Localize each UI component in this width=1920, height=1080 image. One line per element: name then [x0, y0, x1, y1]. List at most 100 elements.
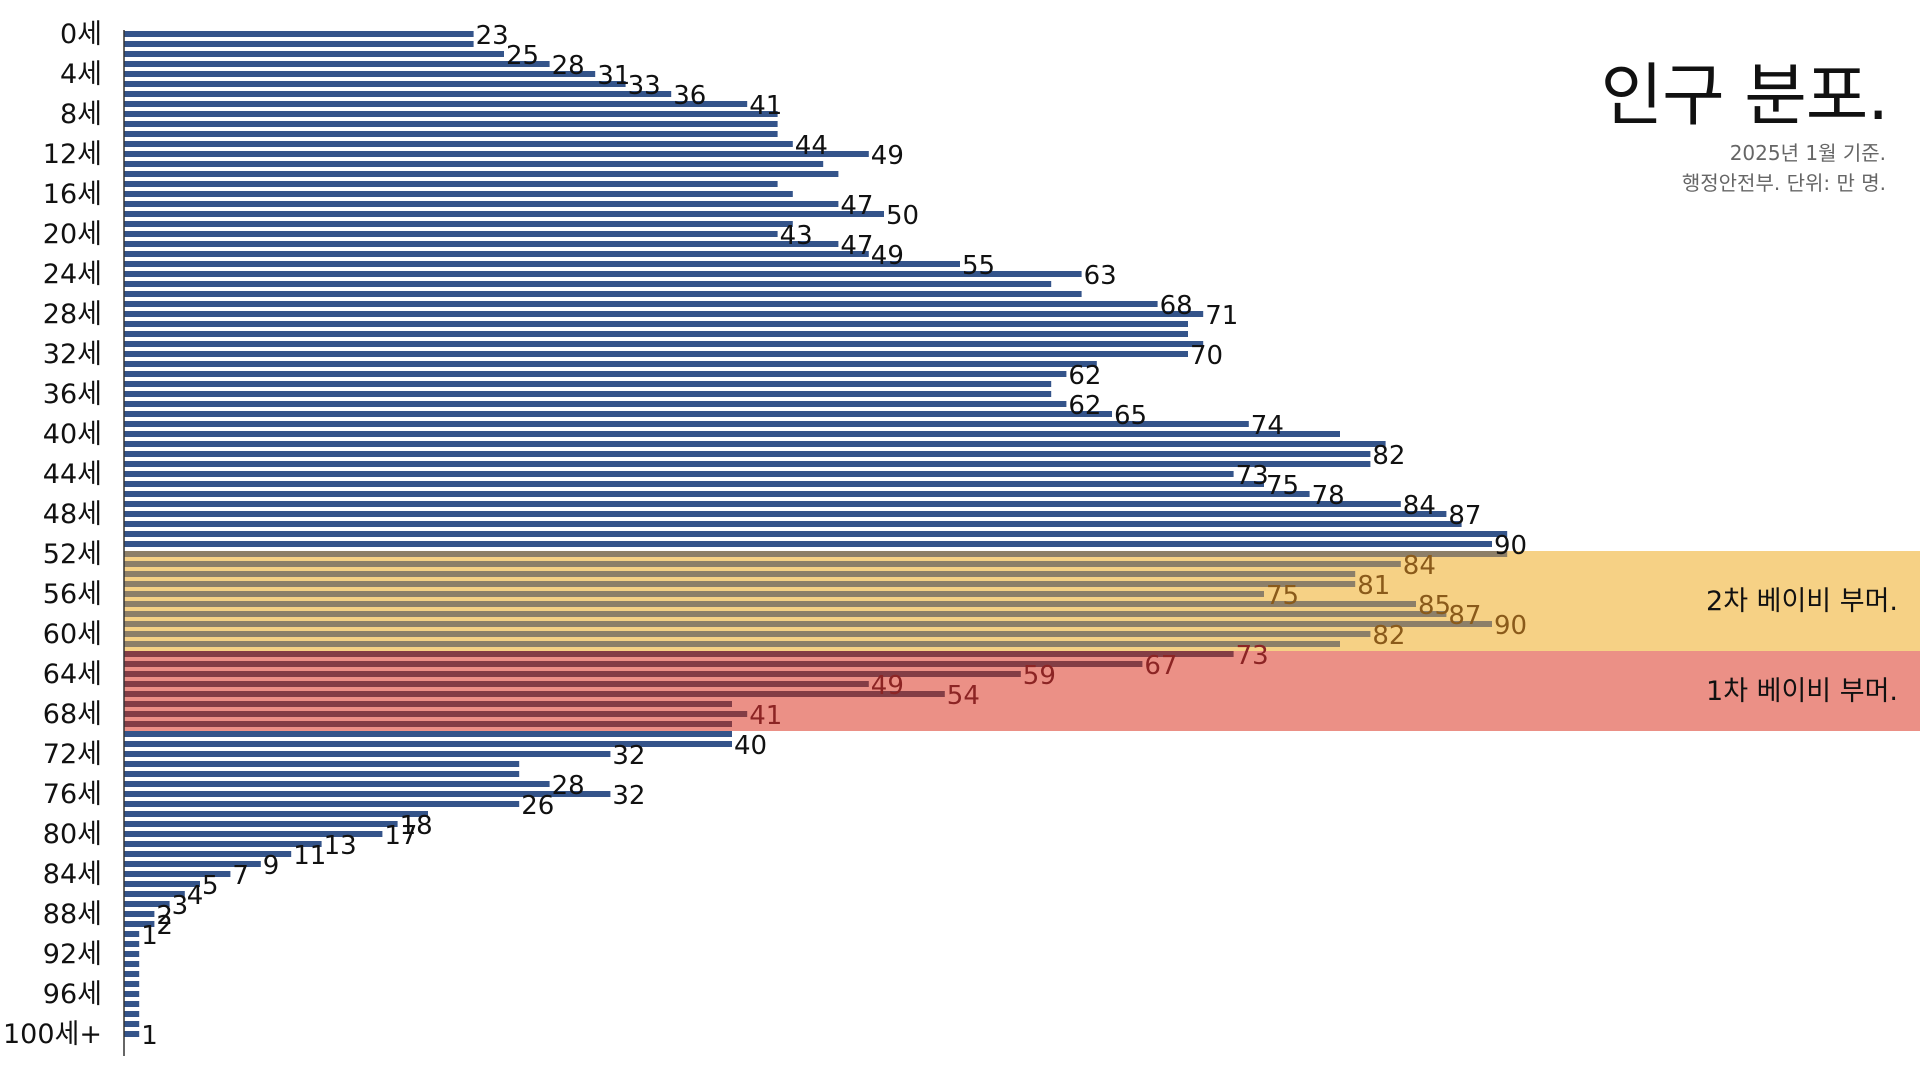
bar-98세	[124, 1011, 140, 1017]
data-label: 87	[1448, 601, 1481, 631]
bar-25세	[124, 281, 1052, 287]
bar-29세	[124, 321, 1188, 327]
tick-label: 16세	[43, 179, 102, 210]
bar-53세	[124, 561, 1401, 567]
data-label: 33	[628, 71, 661, 101]
chart-title: 인구 분포.	[1600, 57, 1889, 136]
bar-70세	[124, 731, 732, 737]
bar-88세	[124, 911, 155, 917]
bar-58세	[124, 611, 1447, 617]
data-label: 47	[840, 191, 873, 221]
bar-64세	[124, 671, 1021, 677]
data-label: 78	[1312, 481, 1345, 511]
data-label: 74	[1251, 411, 1284, 441]
data-label: 40	[734, 731, 767, 761]
tick-label: 4세	[60, 59, 102, 90]
data-label: 62	[1068, 361, 1101, 391]
data-label: 50	[886, 201, 919, 231]
data-label: 41	[749, 91, 782, 121]
bar-62세	[124, 651, 1234, 657]
data-label: 44	[795, 131, 828, 161]
bar-9세	[124, 121, 778, 127]
tick-label: 28세	[43, 299, 102, 330]
bar-81세	[124, 841, 322, 847]
bar-30세	[124, 331, 1188, 337]
bar-55세	[124, 581, 1356, 587]
tick-label: 92세	[43, 939, 102, 970]
chart-subtitle: 2025년 1월 기준. 행정안전부. 단위: 만 명.	[1682, 138, 1886, 198]
bar-93세	[124, 961, 140, 967]
bar-42세	[124, 451, 1371, 457]
bar-91세	[124, 941, 140, 947]
bar-61세	[124, 641, 1340, 647]
bar-99세	[124, 1021, 140, 1027]
bar-19세	[124, 221, 793, 227]
bar-14세	[124, 171, 839, 177]
bar-6세	[124, 91, 672, 97]
y-tick-labels: 0세 4세 8세 12세 16세 20세 24세 28세 32세 36세 40세 44세 48세 52세 5…	[3, 19, 102, 1050]
bar-67세	[124, 701, 732, 707]
bar-59세	[124, 621, 1492, 627]
bar-10세	[124, 131, 778, 137]
bar-38세	[124, 411, 1112, 417]
bar-90세	[124, 931, 140, 937]
bar-49세	[124, 521, 1462, 527]
bar-65세	[124, 681, 869, 687]
data-label: 85	[1418, 591, 1451, 621]
data-label: 11	[293, 841, 326, 871]
data-label: 75	[1266, 471, 1299, 501]
data-label: 25	[506, 41, 539, 71]
data-label: 75	[1266, 581, 1299, 611]
tick-label: 60세	[43, 619, 102, 650]
data-label: 31	[597, 61, 630, 91]
tick-label: 44세	[43, 459, 102, 490]
bar-44세	[124, 471, 1234, 477]
bar-18세	[124, 211, 884, 217]
bar-54세	[124, 571, 1356, 577]
bar-79세	[124, 821, 398, 827]
data-label: 4	[187, 881, 204, 911]
tick-label: 96세	[43, 979, 102, 1010]
data-label: 68	[1160, 291, 1193, 321]
data-label: 32	[612, 741, 645, 771]
highlight-band-label-2: 1차 베이비 부머.	[1706, 676, 1898, 707]
data-label: 1	[141, 921, 158, 951]
data-label: 84	[1403, 491, 1436, 521]
data-label: 41	[749, 701, 782, 731]
tick-label: 88세	[43, 899, 102, 930]
subtitle-date: 2025년 1월 기준.	[1729, 141, 1886, 165]
tick-label: 36세	[43, 379, 102, 410]
bar-86세	[124, 891, 185, 897]
tick-label: 20세	[43, 219, 102, 250]
bar-51세	[124, 541, 1492, 547]
bar-2세	[124, 51, 504, 57]
bar-11세	[124, 141, 793, 147]
tick-label: 40세	[43, 419, 102, 450]
bar-41세	[124, 441, 1386, 447]
bar-40세	[124, 431, 1340, 437]
data-label: 55	[962, 251, 995, 281]
bar-17세	[124, 201, 839, 207]
data-label: 13	[324, 831, 357, 861]
data-label: 2	[156, 901, 173, 931]
bar-35세	[124, 381, 1052, 387]
data-label: 71	[1205, 301, 1238, 331]
data-label: 28	[552, 51, 585, 81]
data-label: 1	[141, 1021, 158, 1051]
tick-label: 32세	[43, 339, 102, 370]
bar-76세	[124, 791, 611, 797]
tick-label: 72세	[43, 739, 102, 770]
bar-37세	[124, 401, 1067, 407]
tick-label: 0세	[60, 19, 102, 50]
data-label: 49	[871, 241, 904, 271]
tick-label: 24세	[43, 259, 102, 290]
bar-57세	[124, 601, 1416, 607]
data-label: 49	[871, 671, 904, 701]
bar-46세	[124, 491, 1310, 497]
bar-26세	[124, 291, 1082, 297]
data-label: 54	[947, 681, 980, 711]
bar-75세	[124, 781, 550, 787]
tick-label: 52세	[43, 539, 102, 570]
